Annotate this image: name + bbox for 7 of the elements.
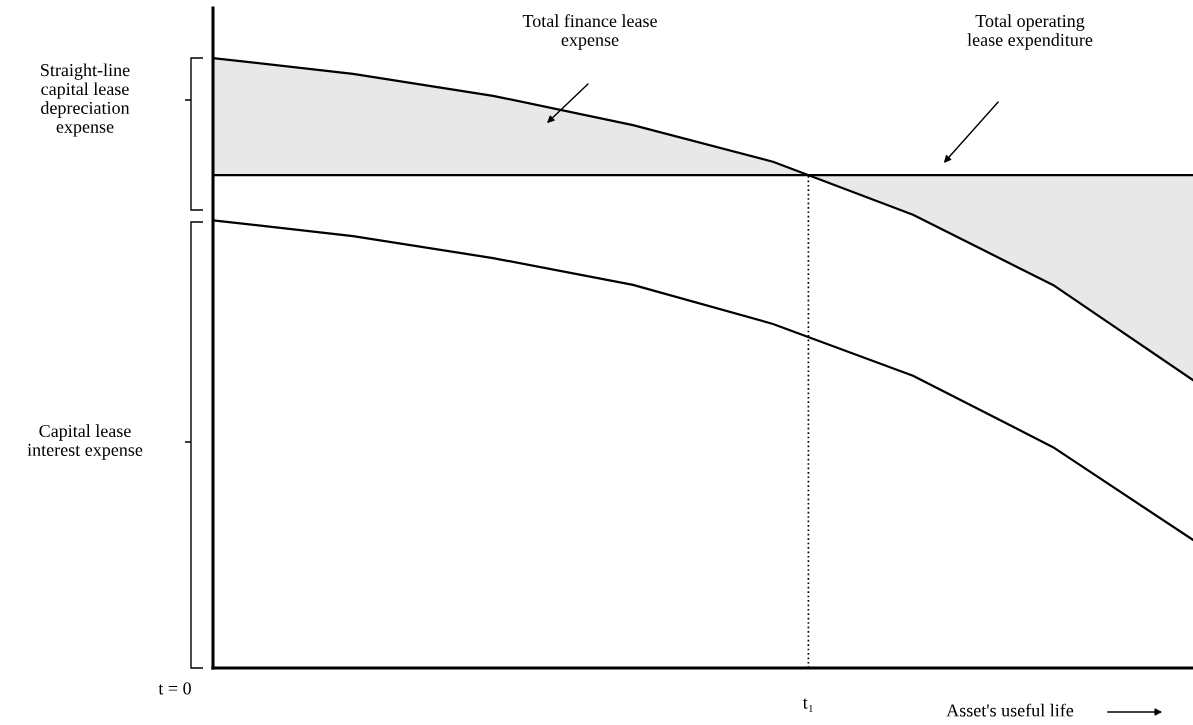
text: t₁ <box>802 698 813 713</box>
text: Total operating lease expenditure <box>967 14 1093 50</box>
text: Capital lease interest expense <box>27 424 143 460</box>
text: Straight-line capital lease depreciation expense <box>41 63 130 137</box>
x-axis-title: Asset's useful life <box>946 703 1074 717</box>
text: t = 0 <box>158 682 191 695</box>
text: Total finance lease expense <box>522 14 657 50</box>
